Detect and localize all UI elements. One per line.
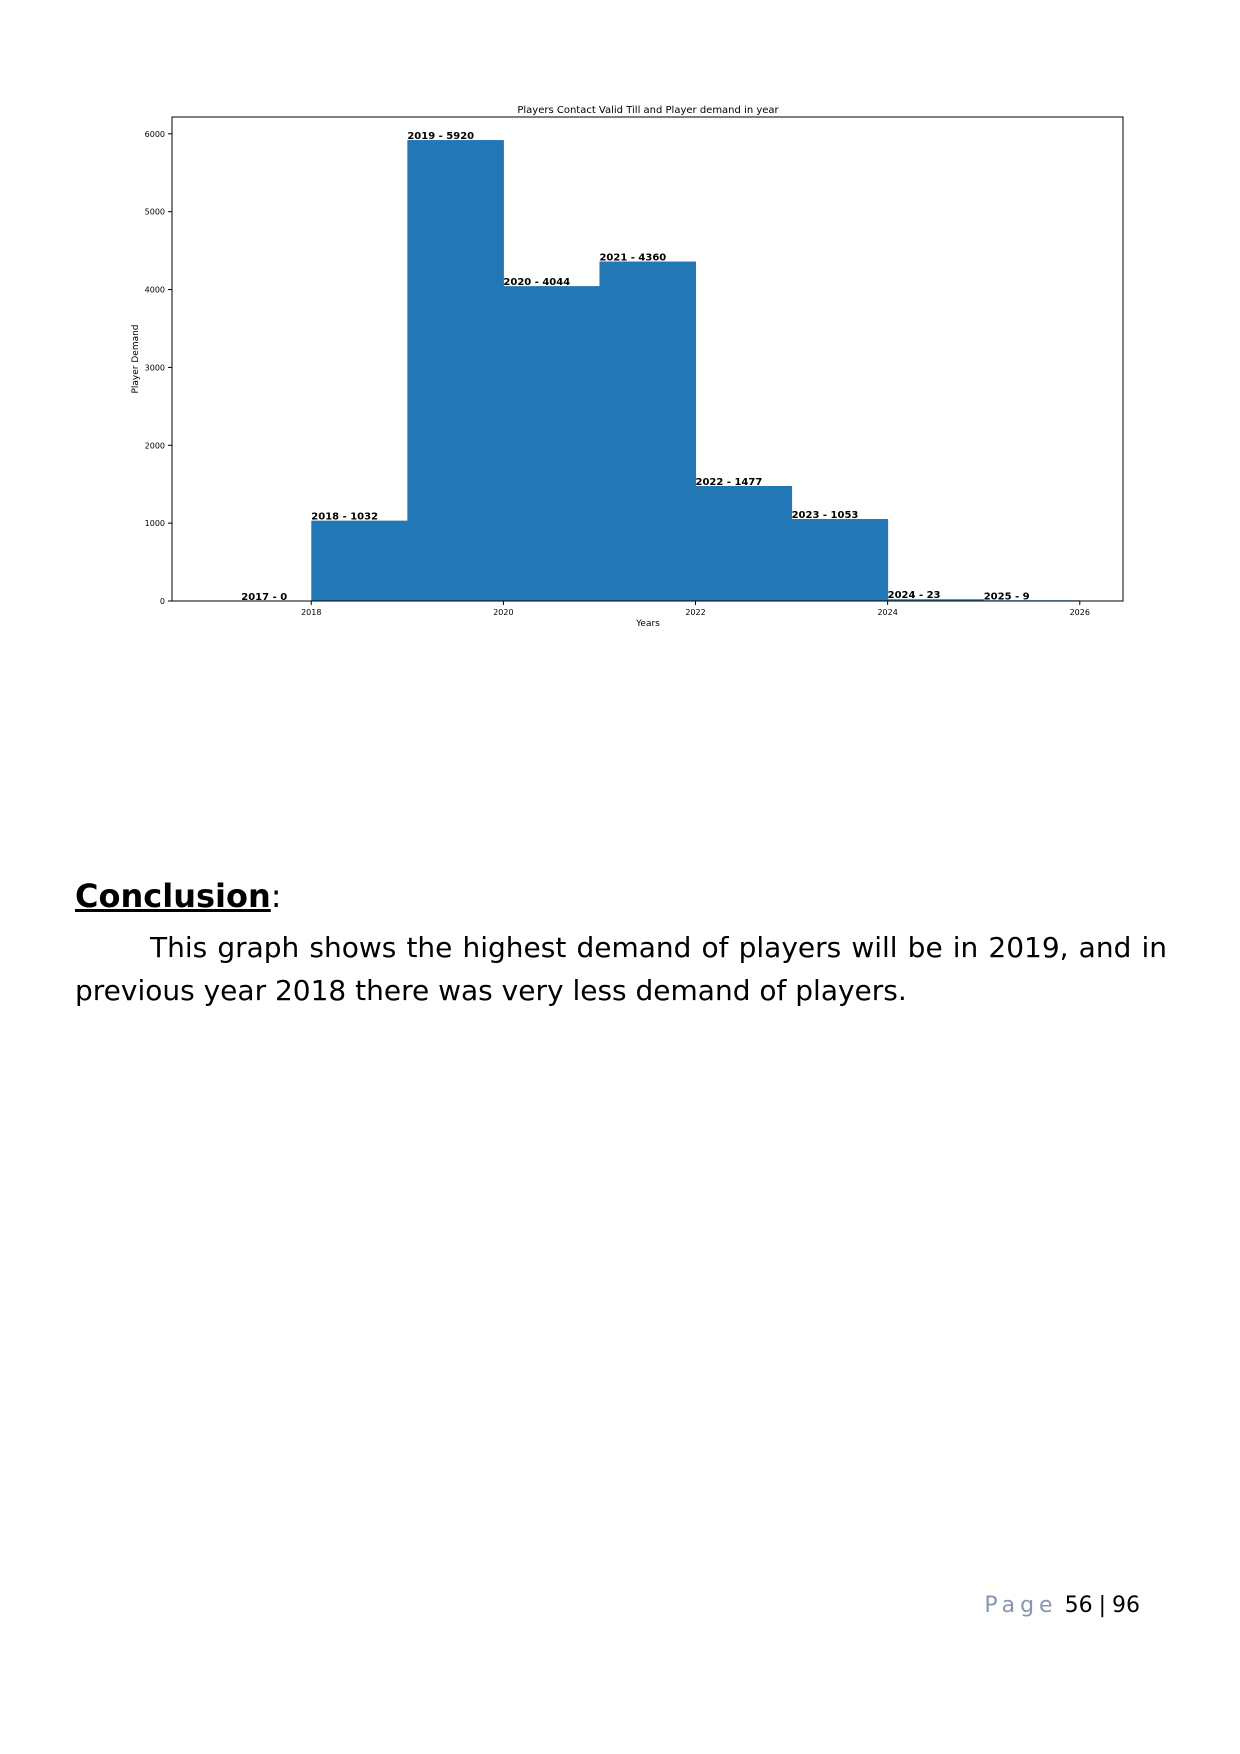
bar-label-2021: 2021 - 4360 (599, 253, 666, 264)
conclusion-heading: Conclusion: (75, 880, 1167, 912)
bar-label-2020: 2020 - 4044 (503, 277, 570, 288)
bar-label-2024: 2024 - 23 (888, 590, 941, 601)
x-tick-label-2026: 2026 (1070, 608, 1090, 617)
chart-title: Players Contact Valid Till and Player de… (517, 105, 779, 116)
y-tick-label-1000: 1000 (145, 519, 165, 528)
bar-label-2025: 2025 - 9 (984, 591, 1030, 602)
y-tick-label-0: 0 (160, 597, 165, 606)
conclusion-heading-colon: : (270, 877, 282, 915)
x-tick-label-2020: 2020 (493, 608, 513, 617)
page-number: 56 (1064, 1593, 1093, 1618)
x-tick-label-2018: 2018 (301, 608, 321, 617)
bar-2018 (311, 520, 408, 601)
y-axis-label: Player Demand (131, 324, 141, 393)
bar-label-2023: 2023 - 1053 (792, 510, 859, 521)
page-footer: Page 56 | 96 (984, 1593, 1140, 1618)
y-tick-label-4000: 4000 (145, 286, 165, 295)
page-word: Page (984, 1593, 1058, 1618)
conclusion-heading-word: Conclusion (75, 877, 271, 915)
bar-2020 (503, 286, 600, 601)
bar-2023 (791, 519, 889, 601)
bar-label-2017: 2017 - 0 (241, 592, 287, 603)
y-tick-label-6000: 6000 (145, 130, 165, 139)
conclusion-section: Conclusion: This graph shows the highest… (75, 880, 1167, 1012)
bar-chart: Players Contact Valid Till and Player de… (131, 105, 1124, 629)
bar-label-2022: 2022 - 1477 (696, 477, 763, 488)
bar-2022 (695, 485, 793, 601)
x-tick-label-2024: 2024 (877, 608, 897, 617)
bar-2021 (599, 261, 697, 601)
x-axis-label: Years (635, 619, 660, 629)
bar-2024 (887, 599, 985, 601)
x-tick-label-2022: 2022 (685, 608, 705, 617)
bar-label-2019: 2019 - 5920 (407, 131, 474, 142)
y-tick-label-5000: 5000 (145, 208, 165, 217)
y-tick-label-3000: 3000 (145, 363, 165, 372)
page-separator: | (1098, 1593, 1106, 1618)
total-pages: 96 (1112, 1593, 1140, 1618)
plot-area-frame (171, 116, 1124, 602)
bar-2019 (407, 140, 504, 602)
conclusion-text: This graph shows the highest demand of p… (75, 931, 1167, 1007)
y-tick-label-2000: 2000 (145, 441, 165, 450)
bar-label-2018: 2018 - 1032 (311, 512, 378, 523)
